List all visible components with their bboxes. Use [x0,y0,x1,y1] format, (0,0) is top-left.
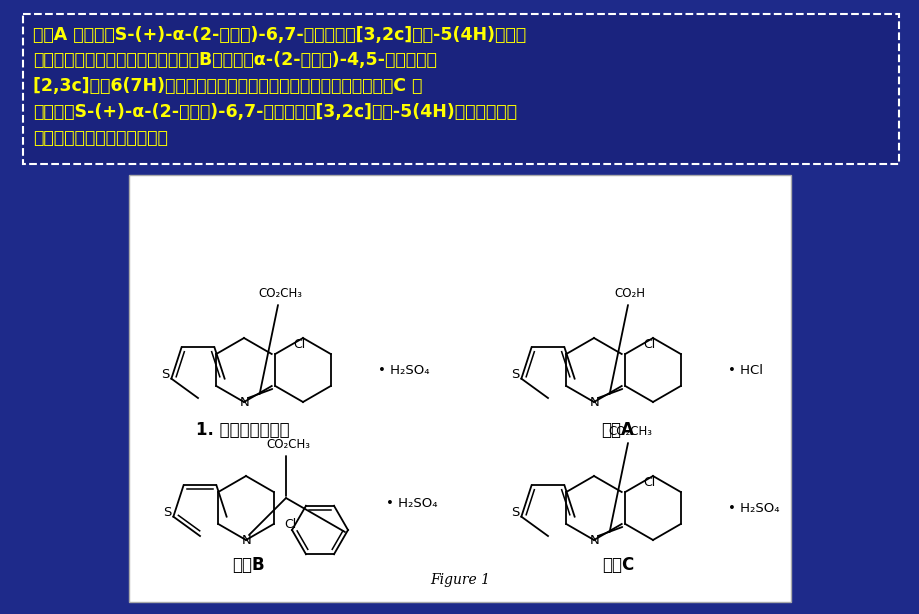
Text: N: N [242,534,252,546]
Text: 杂质B: 杂质B [232,556,264,574]
Text: Cl: Cl [642,338,654,351]
Text: • H₂SO₄: • H₂SO₄ [378,363,429,376]
Text: S: S [161,368,169,381]
Text: 杂质A: 杂质A [601,421,634,439]
Text: 盐，是氯吡格雷的手性异构体: 盐，是氯吡格雷的手性异构体 [33,130,167,147]
Text: 酸盐，是氯吡格雷的水解产物；杂质B化学名为α-(2-氯苯基)-4,5-二氢噻吩并: 酸盐，是氯吡格雷的水解产物；杂质B化学名为α-(2-氯苯基)-4,5-二氢噻吩并 [33,52,437,69]
Text: Cl: Cl [292,338,305,351]
Text: CO₂H: CO₂H [614,287,645,300]
Bar [129,175,790,602]
Text: Cl: Cl [642,475,654,489]
Bar [23,14,898,164]
Text: [2,3c]吡啶6(7H)乙酸甲酯硫酸盐，是氯吡格雷的位置异构体；杂质C 的: [2,3c]吡啶6(7H)乙酸甲酯硫酸盐，是氯吡格雷的位置异构体；杂质C 的 [33,77,422,95]
Text: S: S [510,368,518,381]
Text: • H₂SO₄: • H₂SO₄ [727,502,778,515]
Text: N: N [589,395,599,408]
Text: 1. 硫酸氢氯吡格雷: 1. 硫酸氢氯吡格雷 [196,421,289,439]
Text: Figure 1: Figure 1 [429,573,490,587]
Text: • HCl: • HCl [727,363,762,376]
Text: N: N [589,534,599,546]
Text: 化学名为S-(+)-α-(2-氯苯基)-6,7-二氢噻吩并[3,2c]吡啶-5(4H)乙酸甲酯硫酸: 化学名为S-(+)-α-(2-氯苯基)-6,7-二氢噻吩并[3,2c]吡啶-5(… [33,103,516,122]
Text: S: S [510,505,518,518]
Text: • H₂SO₄: • H₂SO₄ [386,497,437,510]
Text: N: N [240,395,250,408]
Text: S: S [163,505,171,518]
Text: 杂质A 化学名为S-(+)-α-(2-氯苯基)-6,7-二氢噻吩并[3,2c]吡啶-5(4H)乙酸盐: 杂质A 化学名为S-(+)-α-(2-氯苯基)-6,7-二氢噻吩并[3,2c]吡… [33,26,526,44]
Text: CO₂CH₃: CO₂CH₃ [607,424,652,438]
Text: CO₂CH₃: CO₂CH₃ [266,438,310,451]
Text: 杂质C: 杂质C [601,556,633,574]
Text: Cl: Cl [284,518,296,530]
Text: CO₂CH₃: CO₂CH₃ [257,287,301,300]
